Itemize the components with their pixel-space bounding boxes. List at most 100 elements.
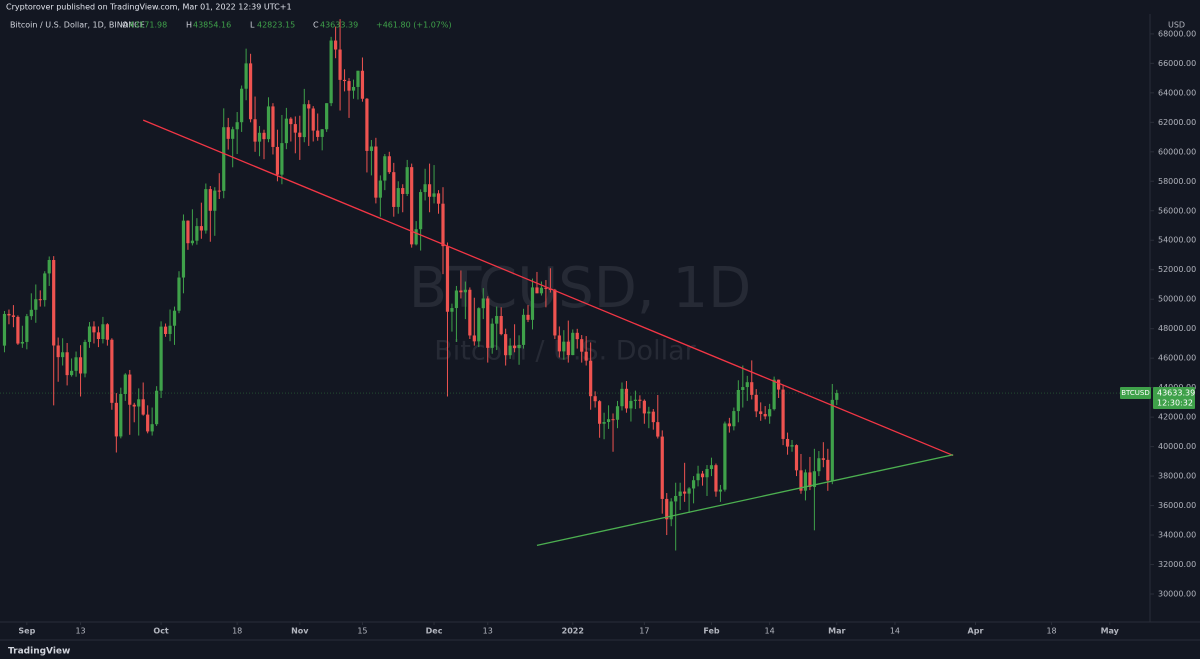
y-tick-label: 52000.00 [1158,265,1196,274]
x-tick-label: Feb [703,627,720,636]
ohlc-label: O [122,21,128,30]
change: +461.80 (+1.07%) [376,21,452,30]
candle-body [472,335,476,342]
candle-body [584,351,588,361]
candle-body [356,70,360,87]
candle-body [754,394,758,412]
x-tick-label: Dec [426,627,443,636]
candle-body [195,226,199,241]
countdown: 12:30:32 [1157,399,1193,408]
plot-area [0,19,1150,551]
candle-body [378,180,382,198]
candle-body [29,309,33,317]
y-tick-label: 48000.00 [1158,324,1196,333]
candle-body [620,388,624,407]
candle-body [302,104,306,138]
candle-body [557,335,561,352]
candle-body [123,374,127,394]
candle-body [656,422,660,437]
candle-body [231,129,235,139]
candle-body [410,167,414,245]
candle-body [101,324,105,340]
candle-body [78,357,83,374]
candle-body [137,399,141,407]
candle-body [683,491,687,494]
candle-body [696,473,700,481]
candle-body [325,103,329,130]
watermark: BTCUSD, 1D [409,256,751,321]
candle-body [334,40,338,50]
candle-body [61,352,65,358]
candle-body [20,341,24,344]
y-tick-label: 66000.00 [1158,59,1196,68]
ohlc-label: L [250,21,255,30]
y-tick-label: 62000.00 [1158,118,1196,127]
candle-body [369,146,374,151]
candle-body [329,40,333,104]
candle-body [808,472,812,487]
candle-body [114,402,118,437]
candle-body [199,226,203,231]
candle-body [445,246,450,312]
x-tick-label: 13 [75,627,85,636]
candle-body [454,290,459,309]
candle-body [2,313,7,346]
candle-body [669,501,673,520]
candle-body [441,203,445,247]
candle-body [163,326,168,334]
candle-body [235,122,239,130]
candle-body [92,326,96,333]
candle-body [835,393,839,400]
candle-body [316,130,320,137]
ticker-tag [1120,387,1151,400]
y-tick-label: 68000.00 [1158,29,1196,38]
x-tick-label: 2022 [562,627,584,636]
candle-body [119,393,123,437]
candle-body [598,401,602,424]
candle-body [593,396,597,402]
price-tag [1153,387,1195,410]
y-tick-label: 40000.00 [1158,442,1196,451]
candle-body [110,339,114,403]
candle-body [405,167,409,194]
ohlc-value: 43171.98 [129,21,167,30]
x-tick-label: Nov [291,627,309,636]
x-tick-label: May [1101,627,1120,636]
y-tick-label: 46000.00 [1158,354,1196,363]
candle-body [253,119,257,142]
x-tick-label: Mar [828,627,845,636]
candle-body [830,399,834,481]
candle-body [240,88,244,123]
candle-body [504,334,508,356]
currency: USD [1168,21,1185,30]
candle-body [177,277,181,311]
candle-body [571,332,575,356]
y-tick-label: 50000.00 [1158,295,1196,304]
x-tick-label: 13 [483,627,493,636]
x-tick-label: 14 [765,627,775,636]
candle-body [826,459,830,481]
candle-body [714,465,718,492]
candle-body [423,184,427,193]
candle-body [794,445,799,471]
x-tick-label: 15 [357,627,367,636]
candle-body [307,104,311,109]
candle-body [65,352,69,376]
x-tick-label: Sep [18,627,35,636]
candle-body [150,424,154,432]
candle-body [38,299,42,301]
candle-body [280,143,284,175]
candle-body [499,316,503,335]
candle-body [539,287,544,294]
candle-body [387,156,391,173]
x-tick-label: Apr [968,627,984,636]
candle-body [477,308,481,342]
candle-body [606,419,611,422]
candle-body [691,480,696,489]
candle-body [463,289,467,293]
candle-body [580,339,584,352]
candle-body [190,240,195,244]
candle-body [526,314,530,320]
candle-body [450,308,454,312]
